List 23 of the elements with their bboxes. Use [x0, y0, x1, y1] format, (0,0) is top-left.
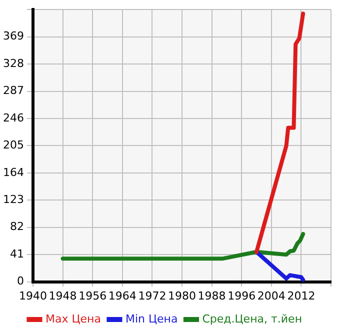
y-tick-label: 246: [2, 111, 24, 124]
y-tick-label: 328: [2, 56, 24, 70]
x-tick-label: 1972: [138, 289, 166, 302]
legend-label: Max Цена: [45, 312, 101, 326]
legend-label: Min Цена: [125, 312, 178, 326]
y-tick-label: 123: [2, 193, 24, 206]
y-tick-label: 0: [16, 274, 24, 288]
x-tick-label: 2012: [287, 289, 316, 302]
y-tick-label: 164: [2, 166, 24, 179]
y-tick-label: 82: [10, 220, 24, 234]
y-tick-label: 369: [2, 30, 24, 43]
x-tick-label: 1964: [108, 289, 136, 302]
x-tick-label: 1940: [18, 289, 47, 302]
x-tick-label: 1956: [78, 289, 107, 302]
y-tick-label: 287: [2, 84, 24, 98]
x-tick-label: 1948: [48, 289, 77, 302]
y-tick-label: 41: [10, 247, 24, 260]
x-tick-label: 1980: [168, 289, 196, 302]
y-tick-label: 205: [2, 138, 24, 152]
x-tick-label: 1996: [228, 289, 256, 302]
x-tick-label: 1988: [198, 289, 226, 302]
legend-label: Сред.Цена, т.йен: [202, 312, 302, 326]
x-tick-label: 2004: [257, 289, 286, 302]
